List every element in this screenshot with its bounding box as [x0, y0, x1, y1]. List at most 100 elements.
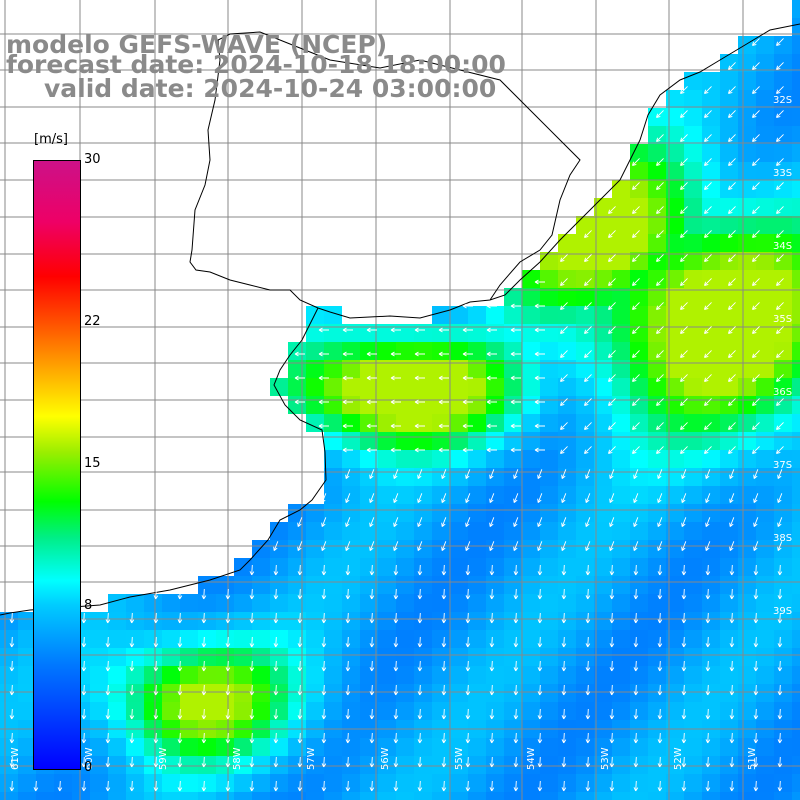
wind-speed-cell	[558, 702, 576, 720]
wind-speed-cell	[378, 630, 396, 648]
wind-speed-cell	[792, 540, 800, 558]
wind-speed-cell	[450, 558, 468, 576]
wind-speed-cell	[396, 576, 414, 594]
wind-speed-cell	[306, 756, 324, 774]
wind-arrow	[561, 469, 567, 479]
wind-speed-cell	[540, 414, 558, 432]
wind-arrow	[776, 326, 784, 334]
wind-speed-cell	[504, 684, 522, 702]
wind-arrow	[273, 564, 279, 576]
wind-arrow	[752, 302, 760, 310]
wind-speed-cell	[432, 648, 450, 666]
wind-speed-cell	[468, 774, 486, 792]
wind-arrow	[681, 564, 687, 576]
wind-arrow	[465, 612, 471, 624]
wind-speed-cell	[540, 558, 558, 576]
wind-speed-cell	[162, 792, 180, 800]
wind-arrow	[105, 732, 111, 744]
wind-arrow	[393, 469, 399, 479]
wind-speed-cell	[522, 450, 540, 468]
wind-arrow	[81, 780, 87, 792]
wind-speed-cell	[90, 702, 108, 720]
wind-speed-cell	[630, 558, 648, 576]
wind-speed-cell	[342, 792, 360, 800]
wind-speed-cell	[666, 486, 684, 504]
wind-arrow	[441, 660, 447, 672]
wind-speed-cell	[270, 666, 288, 684]
wind-speed-cell	[450, 468, 468, 486]
wind-arrow	[201, 612, 207, 624]
wind-arrow	[608, 422, 616, 430]
wind-arrow	[9, 756, 15, 768]
wind-speed-cell	[576, 342, 594, 360]
wind-arrow	[486, 351, 497, 357]
wind-speed-cell	[450, 594, 468, 612]
wind-speed-cell	[756, 144, 774, 162]
wind-speed-cell	[504, 558, 522, 576]
wind-speed-cell	[324, 324, 342, 342]
wind-speed-cell	[324, 630, 342, 648]
wind-speed-cell	[684, 126, 702, 144]
wind-arrow	[534, 375, 545, 381]
wind-speed-cell	[450, 630, 468, 648]
wind-speed-cell	[594, 702, 612, 720]
wind-speed-cell	[180, 666, 198, 684]
wind-speed-cell	[558, 324, 576, 342]
wind-arrow	[297, 780, 303, 792]
wind-arrow	[462, 399, 473, 405]
wind-arrow	[417, 517, 423, 527]
wind-speed-cell	[738, 558, 756, 576]
wind-speed-cell	[594, 738, 612, 756]
wind-arrow	[9, 780, 15, 792]
wind-speed-cell	[648, 648, 666, 666]
wind-speed-cell	[198, 648, 216, 666]
wind-speed-cell	[756, 504, 774, 522]
wind-arrow	[441, 636, 447, 648]
wind-speed-cell	[324, 738, 342, 756]
wind-arrow	[681, 588, 687, 600]
wind-speed-cell	[648, 288, 666, 306]
wind-speed-cell	[504, 342, 522, 360]
wind-arrow	[753, 612, 759, 624]
wind-arrow	[561, 493, 567, 503]
wind-speed-cell	[756, 306, 774, 324]
wind-arrow	[414, 447, 425, 453]
wind-speed-cell	[558, 630, 576, 648]
wind-speed-cell	[360, 594, 378, 612]
wind-speed-cell	[648, 378, 666, 396]
wind-arrow	[537, 756, 543, 768]
wind-speed-cell	[684, 90, 702, 108]
wind-speed-cell	[486, 306, 504, 324]
wind-arrow	[393, 541, 399, 551]
wind-arrow	[656, 182, 664, 190]
wind-speed-cell	[702, 702, 720, 720]
wind-arrow	[729, 660, 735, 672]
wind-speed-cell	[648, 306, 666, 324]
wind-speed-cell	[180, 738, 198, 756]
wind-arrow	[752, 158, 760, 166]
wind-arrow	[728, 86, 736, 94]
wind-speed-cell	[558, 792, 576, 800]
wind-speed-cell	[774, 558, 792, 576]
wind-arrow	[585, 493, 591, 503]
wind-speed-cell	[648, 360, 666, 378]
wind-speed-cell	[414, 576, 432, 594]
wind-arrow	[776, 302, 784, 310]
wind-speed-cell	[576, 792, 594, 800]
wind-speed-cell	[396, 522, 414, 540]
wind-speed-cell	[702, 774, 720, 792]
wind-speed-cell	[720, 72, 738, 90]
wind-arrow	[584, 326, 592, 334]
wind-arrow	[633, 564, 639, 576]
wind-speed-cell	[612, 540, 630, 558]
wind-speed-cell	[702, 450, 720, 468]
wind-speed-cell	[432, 558, 450, 576]
wind-speed-cell	[306, 684, 324, 702]
wind-arrow	[657, 588, 663, 600]
wind-speed-cell	[594, 756, 612, 774]
wind-arrow	[534, 279, 545, 285]
wind-speed-cell	[684, 666, 702, 684]
wind-arrow	[705, 564, 711, 576]
wind-arrow	[729, 732, 735, 744]
wind-speed-cell	[450, 450, 468, 468]
